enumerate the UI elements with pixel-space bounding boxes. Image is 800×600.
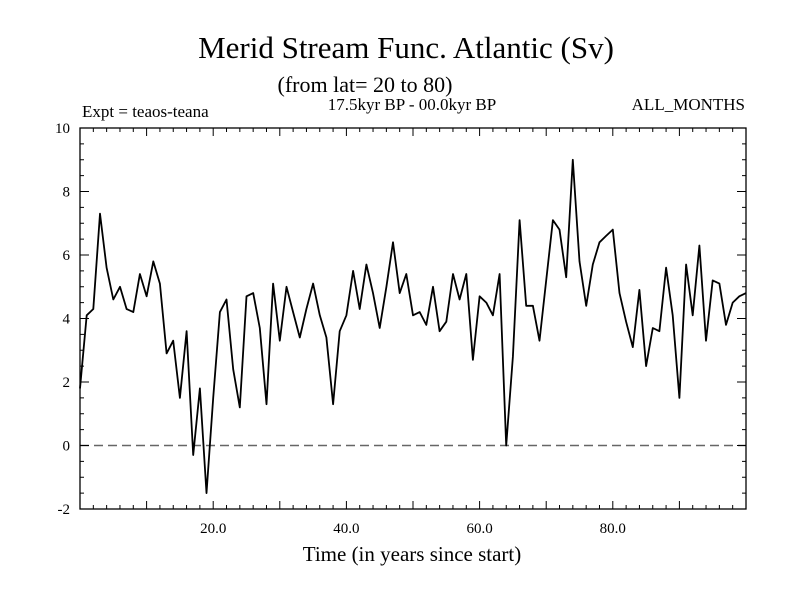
series-layer: [79, 158, 747, 495]
tick-label-layer: 20.0 40.0 60.0 80.0 -2 0 2 4 6 8 10: [55, 121, 626, 537]
x-tick-label: 40.0: [333, 521, 359, 537]
y-tick-label: 6: [63, 248, 71, 264]
x-tick-label: 60.0: [466, 521, 492, 537]
y-tick-label: 10: [55, 121, 70, 137]
plot-frame: [79, 127, 747, 510]
chart-subtitle: (from lat= 20 to 80): [278, 72, 453, 97]
x-axis-label: Time (in years since start): [303, 542, 522, 566]
experiment-label: Expt = teaos-teana: [82, 102, 209, 121]
y-tick-label: 2: [63, 375, 71, 391]
x-tick-label: 20.0: [200, 521, 226, 537]
tick-layer: [80, 128, 746, 509]
y-tick-label: -2: [58, 502, 71, 518]
months-label: ALL_MONTHS: [632, 95, 745, 114]
x-tick-label: 80.0: [600, 521, 626, 537]
y-tick-label: 0: [63, 439, 71, 455]
y-tick-label: 4: [63, 312, 71, 328]
period-label: 17.5kyr BP - 00.0kyr BP: [328, 95, 496, 114]
series-line: [79, 158, 747, 495]
chart-title: Merid Stream Func. Atlantic (Sv): [198, 30, 614, 65]
y-tick-label: 8: [63, 185, 71, 201]
